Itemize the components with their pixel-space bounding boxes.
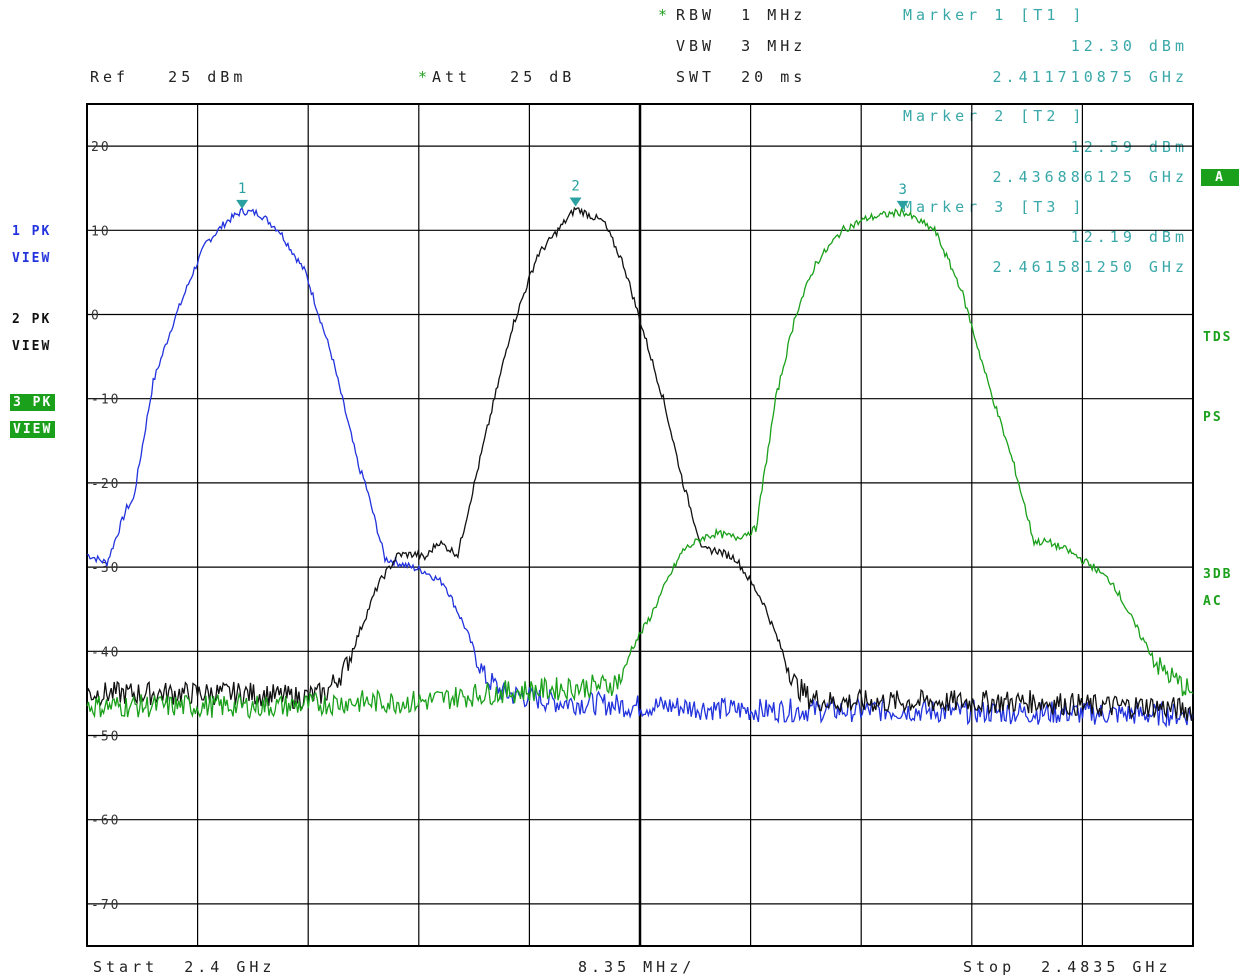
trace-3-line (86, 207, 1194, 720)
stop-frequency: Stop 2.4835 GHz (963, 958, 1172, 976)
marker-1-freq: 2.411710875 GHz (992, 68, 1188, 86)
rbw-label: RBW 1 MHz (676, 6, 807, 24)
vbw-label: VBW 3 MHz (676, 37, 807, 55)
start-frequency: Start 2.4 GHz (93, 958, 276, 976)
attenuation-label: Att 25 dB (432, 68, 576, 86)
marker-3-label: Marker 3 [T3 ] (903, 198, 1086, 216)
marker-2-level: 12.59 dBm (1070, 138, 1188, 156)
trace-1-view[interactable]: VIEW (12, 251, 52, 266)
marker-2-label: Marker 2 [T2 ] (903, 107, 1086, 125)
ps-indicator: PS (1203, 410, 1223, 425)
marker-3-triangle (896, 200, 909, 210)
y-tick-label: -20 (91, 477, 120, 492)
ac-indicator: AC (1203, 594, 1223, 609)
trace-1-mode[interactable]: 1 PK (12, 224, 52, 239)
marker-1-label: Marker 1 [T1 ] (903, 6, 1086, 24)
y-tick-label: -30 (91, 561, 120, 576)
marker-2-freq: 2.436886125 GHz (992, 168, 1188, 186)
3db-indicator: 3DB (1203, 567, 1233, 582)
y-tick-label: -50 (91, 730, 120, 745)
marker-3-level: 12.19 dBm (1070, 228, 1188, 246)
marker-3-number: 3 (898, 182, 906, 198)
marker-2-triangle (569, 197, 582, 207)
att-star: * (418, 68, 432, 86)
trace-3-mode-badge[interactable]: 3 PK (10, 394, 56, 411)
y-tick-label: -40 (91, 645, 120, 660)
y-tick-label: 20 (91, 140, 111, 155)
marker-3-freq: 2.461581250 GHz (992, 258, 1188, 276)
y-tick-label: 0 (91, 309, 101, 324)
marker-2-number: 2 (571, 178, 579, 194)
marker-1-triangle (236, 199, 249, 209)
tds-indicator: TDS (1203, 330, 1233, 345)
rbw-star: * (658, 6, 672, 24)
y-tick-label: -70 (91, 898, 120, 913)
swt-label: SWT 20 ms (676, 68, 807, 86)
trace-a-badge: A (1201, 169, 1239, 186)
trace-3-view-badge[interactable]: VIEW (10, 421, 56, 438)
ref-level-label: Ref 25 dBm (90, 68, 247, 86)
marker-1-level: 12.30 dBm (1070, 37, 1188, 55)
span-per-division: 8.35 MHz/ (578, 958, 696, 976)
marker-1-number: 1 (238, 181, 246, 197)
y-tick-label: -60 (91, 814, 120, 829)
trace-2-line (86, 206, 1194, 721)
y-tick-label: 10 (91, 224, 111, 239)
trace-2-mode[interactable]: 2 PK (12, 312, 52, 327)
trace-2-view[interactable]: VIEW (12, 339, 52, 354)
y-tick-label: -10 (91, 393, 120, 408)
